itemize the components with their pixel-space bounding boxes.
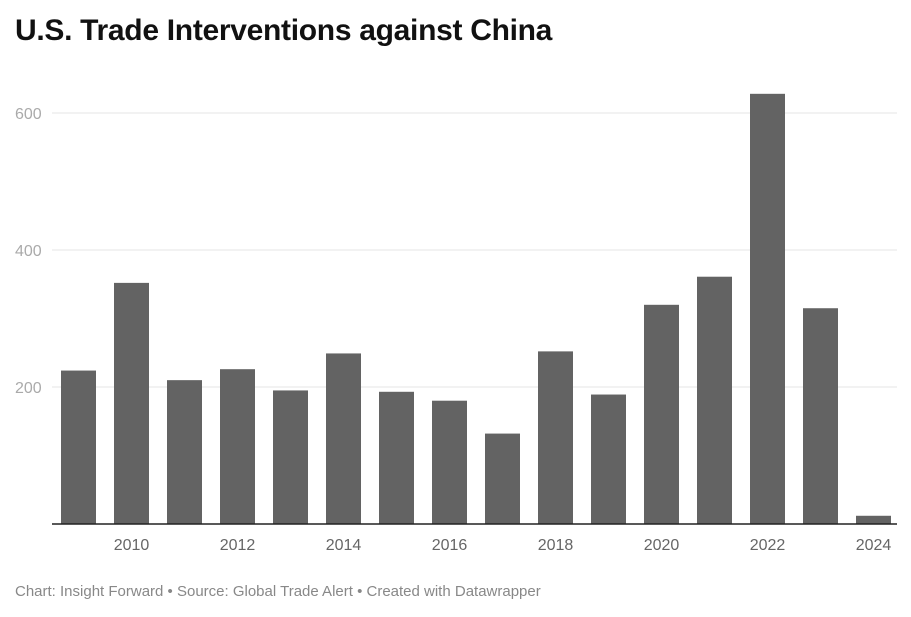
bar-2009 xyxy=(61,370,96,524)
bar-2022 xyxy=(750,93,785,524)
x-tick-label: 2018 xyxy=(538,537,574,554)
x-tick-label: 2014 xyxy=(326,537,362,554)
chart-footer-credit: Chart: Insight Forward • Source: Global … xyxy=(15,583,541,600)
y-tick-label: 600 xyxy=(15,106,42,123)
x-tick-label: 2012 xyxy=(220,537,256,554)
bar-2013 xyxy=(273,390,308,524)
y-axis-ticks: 200 400 600 xyxy=(15,106,42,397)
bar-2023 xyxy=(803,308,838,524)
bar-2016 xyxy=(432,400,467,524)
y-tick-label: 400 xyxy=(15,243,42,260)
y-tick-label: 200 xyxy=(15,380,42,397)
x-tick-label: 2016 xyxy=(432,537,468,554)
chart-title: U.S. Trade Interventions against China xyxy=(15,14,553,47)
x-axis-ticks: 2010 2012 2014 2016 2018 2020 2022 2024 xyxy=(114,537,892,554)
bar-2018 xyxy=(538,351,573,524)
bar-2020 xyxy=(644,304,679,524)
bar-2021 xyxy=(697,276,732,524)
bar-2019 xyxy=(591,394,626,524)
bar-2024 xyxy=(856,515,891,524)
bar-2014 xyxy=(326,353,361,524)
bar-2015 xyxy=(379,391,414,524)
x-tick-label: 2020 xyxy=(644,537,680,554)
bars xyxy=(61,93,891,524)
x-tick-label: 2022 xyxy=(750,537,786,554)
bar-2011 xyxy=(167,380,202,524)
bar-2010 xyxy=(114,282,149,524)
x-tick-label: 2024 xyxy=(856,537,892,554)
bar-2012 xyxy=(220,369,255,524)
bar-2017 xyxy=(485,433,520,524)
x-tick-label: 2010 xyxy=(114,537,150,554)
